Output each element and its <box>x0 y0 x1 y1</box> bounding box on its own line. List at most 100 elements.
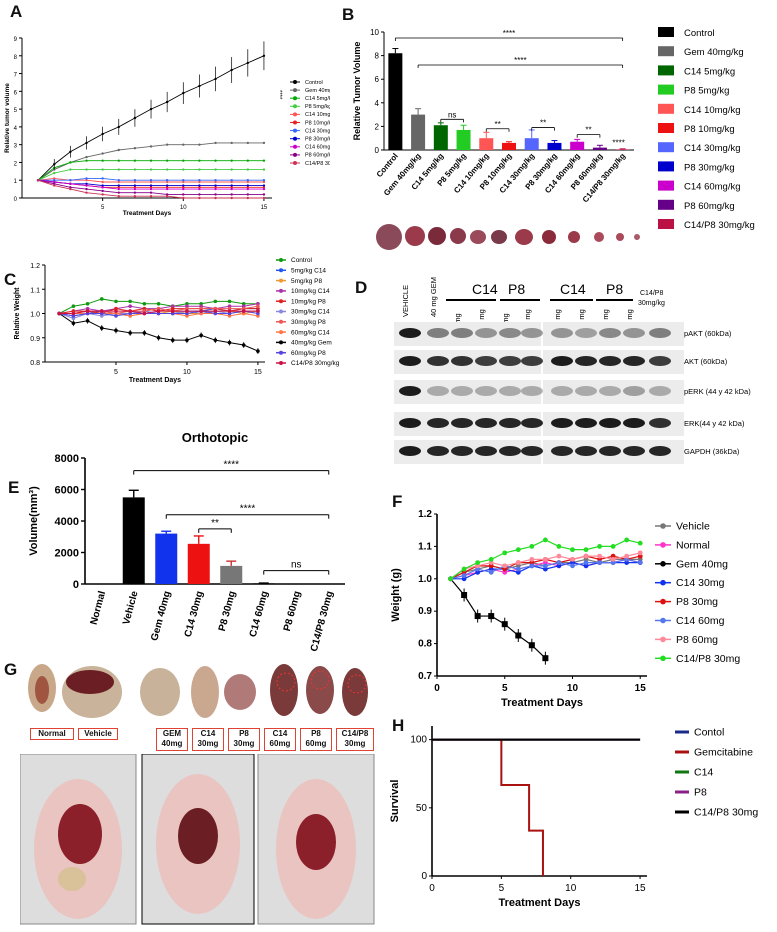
data-point <box>610 556 616 562</box>
blot-band <box>575 446 597 456</box>
data-point <box>502 563 508 569</box>
legend-marker <box>293 136 297 141</box>
data-point <box>85 177 88 180</box>
blot-lane-label: 30 mg <box>601 309 610 330</box>
data-point <box>165 159 169 162</box>
y-axis-label: Relative Tumor Volume <box>352 42 362 141</box>
data-point <box>198 184 201 187</box>
legend-label: P8 30mg/kg <box>305 137 330 143</box>
significance-label: ** <box>585 126 591 135</box>
significance-label: **** <box>503 29 515 38</box>
legend-label: C14/P8 30mg/kg <box>291 360 340 367</box>
blot-band <box>399 328 421 338</box>
legend-label: P8 30mg/kg <box>684 162 735 173</box>
data-point <box>117 179 120 182</box>
y-tick-label: 8 <box>375 52 380 61</box>
blot-band <box>399 386 421 396</box>
blot-band <box>451 446 473 456</box>
blot-band <box>499 446 521 456</box>
legend-marker <box>660 636 666 643</box>
legend-label: C14 60mg <box>676 615 725 627</box>
blot-row-label: pERK (44 y 42 kDa) <box>684 387 751 396</box>
significance-label: ** <box>211 518 219 529</box>
x-tick-label: 5 <box>114 369 118 376</box>
data-point <box>165 168 169 171</box>
data-point <box>133 159 137 162</box>
legend-marker <box>279 340 283 345</box>
legend-label: C14 <box>694 767 713 779</box>
data-point <box>85 179 88 182</box>
bar <box>479 138 494 150</box>
data-point <box>461 573 467 578</box>
bar <box>433 125 448 150</box>
legend-swatch <box>658 103 674 114</box>
data-point <box>156 302 161 306</box>
x-tick-label: 15 <box>261 205 268 211</box>
data-point <box>246 184 250 187</box>
blot-band <box>599 418 621 428</box>
x-tick-label: Gem 40mg <box>149 590 173 642</box>
x-tick-label: 15 <box>635 883 647 894</box>
legend-label: C14 10mg/kg <box>305 112 330 118</box>
data-point <box>556 553 562 559</box>
legend-marker <box>293 120 297 125</box>
western-blot: VEHICLE 40 mg GEM 5 mg 10 mg 5 mg 10 mg 30 mg 6… <box>394 277 751 464</box>
panel-label-h: H <box>392 716 405 735</box>
y-tick-label: 100 <box>410 735 427 746</box>
data-point <box>213 299 218 304</box>
blot-band <box>499 418 521 428</box>
data-point <box>149 179 153 182</box>
y-tick-label: 0 <box>421 871 427 882</box>
legend-label: P8 10mg/kg <box>684 124 735 135</box>
panel-label-g: G <box>4 660 18 679</box>
data-point <box>230 141 233 145</box>
western-blot-panel: VEHICLE 40 mg GEM 5 mg 10 mg 5 mg 10 mg 30 mg 6… <box>388 255 777 470</box>
data-point <box>149 168 153 171</box>
legend-marker <box>293 152 297 157</box>
legend-label: 10mg/kg P8 <box>291 298 326 305</box>
legend-swatch <box>658 180 674 191</box>
blot-band <box>575 386 597 396</box>
data-point <box>117 180 120 184</box>
significance-label: ** <box>540 119 546 128</box>
blot-row-label: ERK(44 y 42 kDa) <box>684 419 745 428</box>
legend-swatch <box>658 65 674 76</box>
data-point <box>149 180 153 184</box>
y-tick-label: 4 <box>375 99 380 108</box>
data-point <box>99 297 104 301</box>
data-point <box>262 168 266 171</box>
data-point <box>182 196 185 200</box>
data-point <box>117 195 120 198</box>
x-tick-label: 5 <box>101 205 105 211</box>
data-point <box>133 195 137 198</box>
data-point <box>583 547 589 553</box>
y-tick-label: 3 <box>14 144 18 150</box>
y-axis-label: Relative tumor volume <box>4 83 11 153</box>
bar <box>570 141 585 150</box>
legend-label: C14 10mg/kg <box>684 105 741 116</box>
photo-label-normal: Normal <box>30 728 74 740</box>
legend-marker <box>279 350 283 355</box>
legend-marker <box>660 542 666 548</box>
data-point <box>149 191 153 194</box>
legend-label: C14 5mg/kg <box>684 66 735 77</box>
data-point <box>198 168 201 171</box>
data-point <box>182 143 185 146</box>
blot-band <box>399 418 421 428</box>
blot-band <box>575 356 597 366</box>
data-point <box>165 179 169 182</box>
data-point <box>71 311 76 316</box>
blot-band <box>521 418 543 428</box>
data-point <box>117 168 120 171</box>
bar <box>187 543 210 584</box>
data-point <box>101 180 104 184</box>
legend-marker <box>293 88 297 93</box>
data-point <box>133 187 137 191</box>
data-point <box>149 186 153 189</box>
data-point <box>227 309 232 313</box>
data-point <box>117 191 120 194</box>
y-tick-label: 2 <box>14 161 18 167</box>
data-point <box>214 179 217 182</box>
blot-group-c14-b: C14 <box>560 281 586 297</box>
blot-band <box>649 418 671 428</box>
